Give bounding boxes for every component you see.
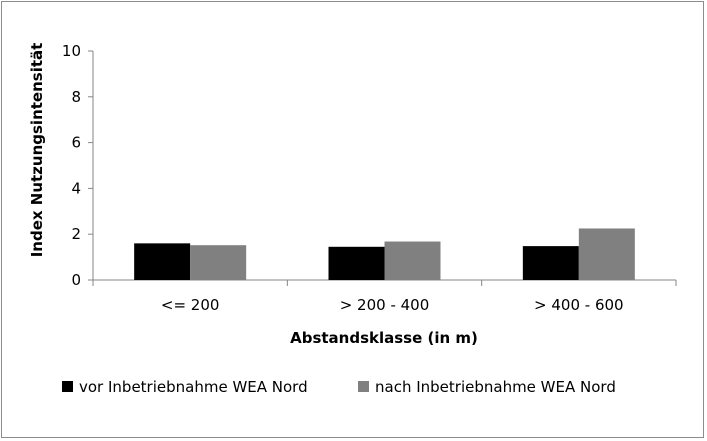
x-tick-label: > 200 - 400 xyxy=(340,296,430,314)
legend: vor Inbetriebnahme WEA Nord nach Inbetrie… xyxy=(62,378,616,396)
bar-nach-1 xyxy=(384,241,441,280)
y-tick-label: 2 xyxy=(71,225,81,243)
y-tick-label: 8 xyxy=(71,88,81,106)
legend-label: vor Inbetriebnahme WEA Nord xyxy=(79,378,308,396)
x-tick-label: > 400 - 600 xyxy=(534,296,624,314)
y-axis-title: Index Nutzungsintensität xyxy=(28,43,46,258)
legend-swatch xyxy=(62,381,73,392)
x-axis-title: Abstandsklasse (in m) xyxy=(290,329,478,347)
y-tick-label: 4 xyxy=(71,179,81,197)
y-tick-label: 6 xyxy=(71,134,81,152)
bar-vor-2 xyxy=(522,246,579,280)
tick-labels: 0 2 4 6 8 10 <= 200 > 200 - 400 > 400 - 600 xyxy=(62,42,624,314)
bar-nach-0 xyxy=(190,245,247,280)
y-tick-label: 0 xyxy=(71,271,81,289)
legend-label: nach Inbetriebnahme WEA Nord xyxy=(375,378,616,396)
bars xyxy=(134,228,635,280)
legend-swatch xyxy=(358,381,369,392)
bar-vor-0 xyxy=(134,243,191,280)
bar-nach-2 xyxy=(578,228,635,280)
x-tick-label: <= 200 xyxy=(161,296,220,314)
y-tick-label: 10 xyxy=(62,42,81,60)
bar-vor-1 xyxy=(328,246,385,280)
